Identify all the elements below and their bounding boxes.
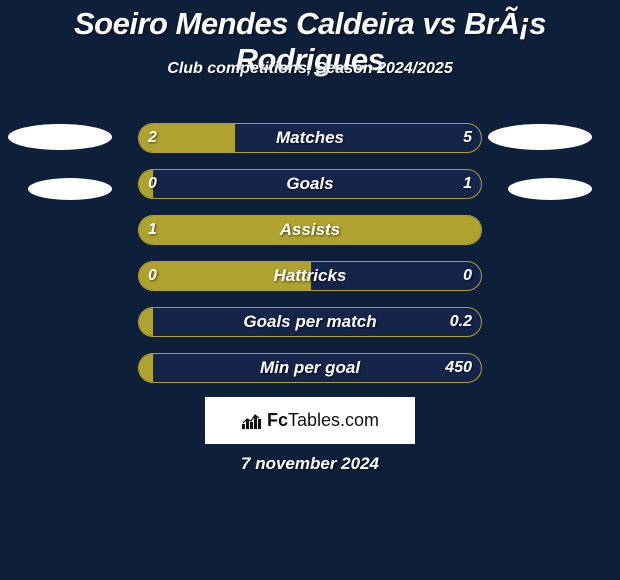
decorative-ellipse [28,178,112,200]
snapshot-date: 7 november 2024 [0,454,620,474]
fctables-logo: FcTables.com [205,397,415,444]
comparison-subtitle: Club competitions, Season 2024/2025 [0,60,620,78]
logo-text-a: Fc [267,410,288,430]
logo-text-c: .com [340,410,379,430]
stat-row: Hattricks00 [0,261,620,291]
stat-bar-track [138,307,482,337]
stat-bar-track [138,353,482,383]
stat-bar-left-fill [139,216,482,245]
stat-bar-left-fill [139,308,153,337]
stat-row: Min per goal450 [0,353,620,383]
decorative-ellipse [488,124,592,150]
stat-bar-track [138,169,482,199]
stat-row: Goals per match0.2 [0,307,620,337]
logo-chart-icon [241,412,263,430]
stat-bar-left-fill [139,354,153,383]
stat-bar-left-fill [139,262,311,291]
stat-bar-left-fill [139,124,235,153]
logo-text: FcTables.com [267,410,379,431]
stat-bar-left-fill [139,170,153,199]
stat-row: Assists1 [0,215,620,245]
decorative-ellipse [508,178,592,200]
stat-bar-track [138,123,482,153]
stat-bar-track [138,261,482,291]
decorative-ellipse [8,124,112,150]
logo-text-b: Tables [288,410,340,430]
stat-bar-track [138,215,482,245]
